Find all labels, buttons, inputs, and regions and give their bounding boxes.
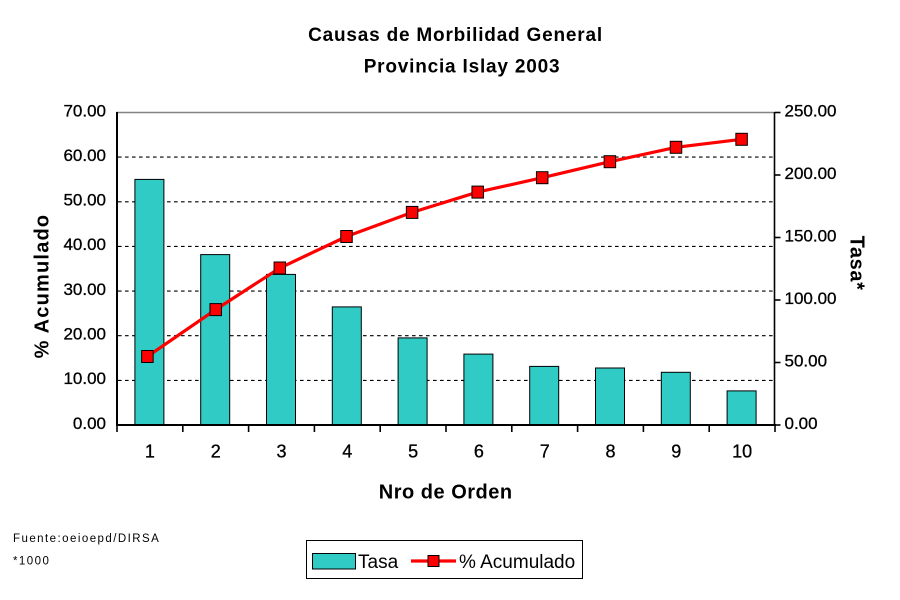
svg-text:250.00: 250.00 xyxy=(785,102,837,121)
svg-text:*1000: *1000 xyxy=(13,556,50,568)
svg-text:10: 10 xyxy=(732,442,752,462)
svg-text:3: 3 xyxy=(276,442,286,462)
svg-text:7: 7 xyxy=(540,442,550,462)
svg-text:0.00: 0.00 xyxy=(785,414,818,433)
svg-text:70.00: 70.00 xyxy=(63,101,106,120)
svg-text:9: 9 xyxy=(671,442,681,462)
svg-text:100.00: 100.00 xyxy=(785,289,837,308)
svg-text:6: 6 xyxy=(474,442,484,462)
svg-text:% Acumulado: % Acumulado xyxy=(459,552,575,573)
svg-text:Tasa*: Tasa* xyxy=(846,236,868,291)
svg-text:50.00: 50.00 xyxy=(63,191,106,210)
svg-text:4: 4 xyxy=(342,442,352,462)
svg-text:5: 5 xyxy=(408,442,418,462)
svg-text:10.00: 10.00 xyxy=(63,369,106,388)
svg-text:% Acumulado: % Acumulado xyxy=(32,214,54,359)
svg-text:40.00: 40.00 xyxy=(63,235,106,254)
svg-text:Causas de Morbilidad General: Causas de Morbilidad General xyxy=(308,25,603,46)
svg-text:Fuente:oeioepd/DIRSA: Fuente:oeioepd/DIRSA xyxy=(13,533,160,545)
svg-text:1: 1 xyxy=(145,442,155,462)
svg-text:8: 8 xyxy=(605,442,615,462)
svg-text:30.00: 30.00 xyxy=(63,280,106,299)
svg-text:0.00: 0.00 xyxy=(73,414,106,433)
svg-text:60.00: 60.00 xyxy=(63,146,106,165)
svg-text:50.00: 50.00 xyxy=(785,352,828,371)
svg-text:2: 2 xyxy=(211,442,221,462)
svg-text:Nro de Orden: Nro de Orden xyxy=(379,482,513,504)
svg-text:200.00: 200.00 xyxy=(785,164,837,183)
svg-text:150.00: 150.00 xyxy=(785,227,837,246)
svg-text:20.00: 20.00 xyxy=(63,325,106,344)
svg-text:Provincia Islay 2003: Provincia Islay 2003 xyxy=(364,57,561,78)
svg-text:Tasa: Tasa xyxy=(358,552,399,573)
